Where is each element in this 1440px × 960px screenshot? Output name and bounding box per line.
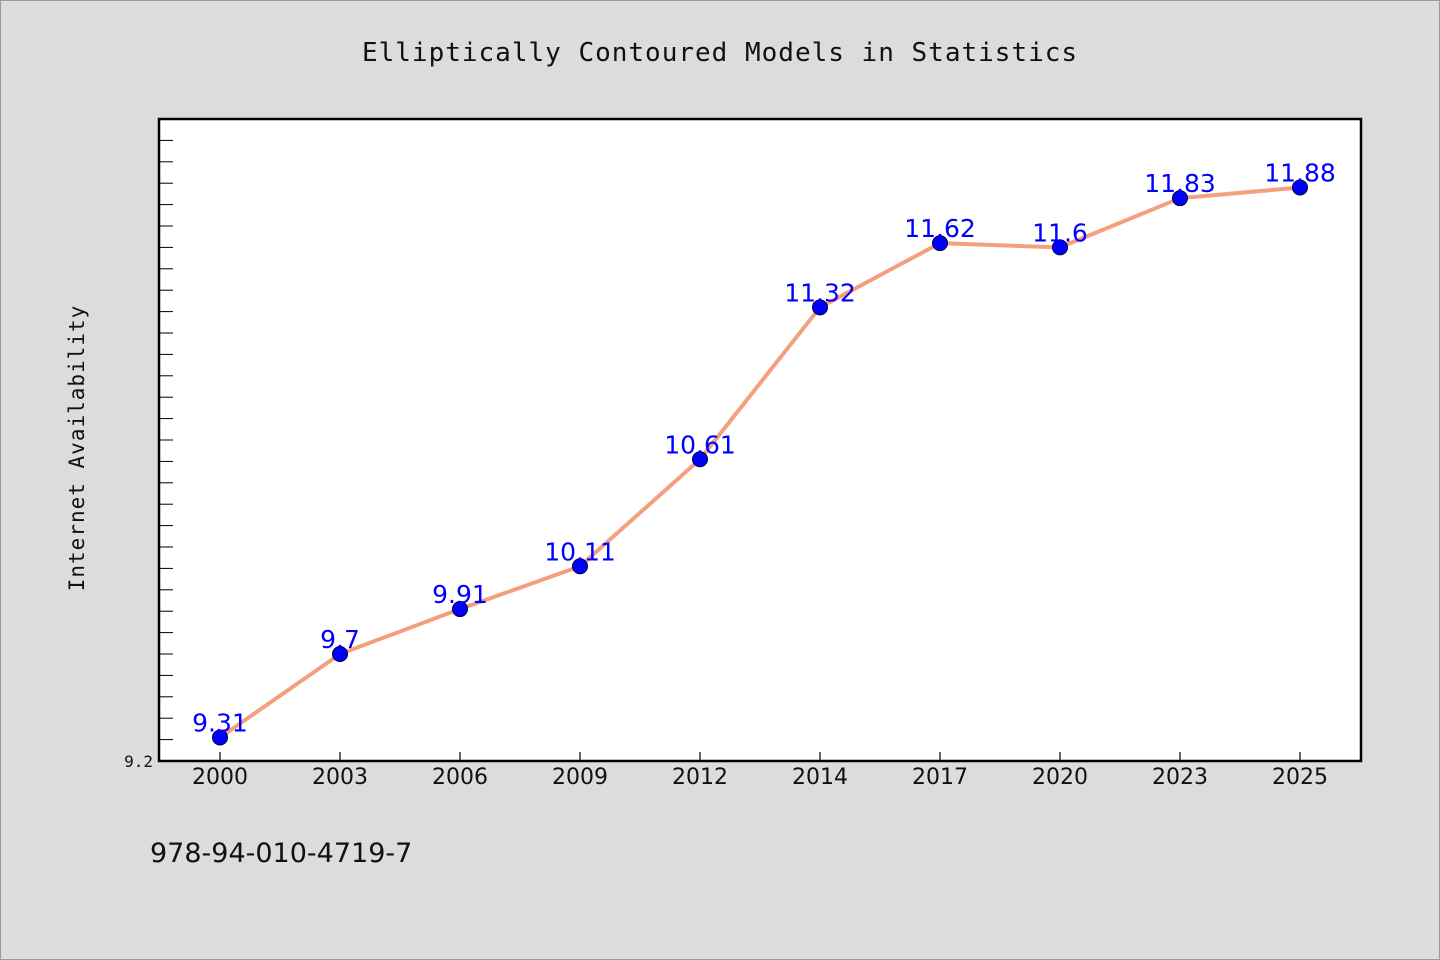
data-label: 10.11 <box>544 537 616 566</box>
data-point <box>692 451 708 468</box>
x-tick-label: 2006 <box>432 765 488 790</box>
data-point <box>932 235 948 252</box>
x-tick-label: 2014 <box>792 765 848 790</box>
x-axis-ticks: 2000 2003 2006 2009 2012 2014 2017 2020 2023 2025 <box>192 752 1328 790</box>
x-tick-label: 2025 <box>1272 765 1328 790</box>
chart-title: Elliptically Contoured Models in Statist… <box>362 38 1078 68</box>
y-axis-label: Internet Availability <box>65 305 89 592</box>
data-label: 11.32 <box>784 278 856 307</box>
data-label: 9.91 <box>432 580 488 609</box>
data-point <box>1292 179 1308 196</box>
x-tick-label: 2003 <box>312 765 368 790</box>
x-tick-label: 2009 <box>552 765 608 790</box>
data-label: 9.7 <box>320 625 360 654</box>
x-tick-label: 2012 <box>672 765 728 790</box>
data-point <box>452 601 468 618</box>
series-internet-availability: 9.31 9.7 9.91 10.11 10.61 11.32 11.62 11.6 11.83… <box>192 158 1336 746</box>
data-point <box>332 646 348 662</box>
data-label: 10.61 <box>664 430 736 459</box>
x-tick-label: 2023 <box>1152 765 1208 790</box>
y-axis-ticks: 9.2 <box>124 139 173 771</box>
x-tick-label: 2020 <box>1032 765 1088 790</box>
x-tick-label: 2017 <box>912 765 968 790</box>
data-point <box>572 558 588 575</box>
plot-area <box>157 117 1363 763</box>
series-line <box>218 185 1302 740</box>
data-label: 11.62 <box>904 214 976 243</box>
data-point <box>212 729 228 746</box>
data-label: 11.88 <box>1264 158 1336 187</box>
y-tick-label: 9.2 <box>124 752 153 771</box>
data-point <box>1172 190 1188 207</box>
data-label: 11.83 <box>1144 169 1216 198</box>
data-point <box>812 299 828 316</box>
footer-code: 978-94-010-4719-7 <box>150 838 412 869</box>
x-tick-label: 2000 <box>192 765 248 790</box>
data-label: 9.31 <box>192 708 248 737</box>
data-label: 11.6 <box>1032 218 1088 247</box>
data-point <box>1052 239 1068 256</box>
